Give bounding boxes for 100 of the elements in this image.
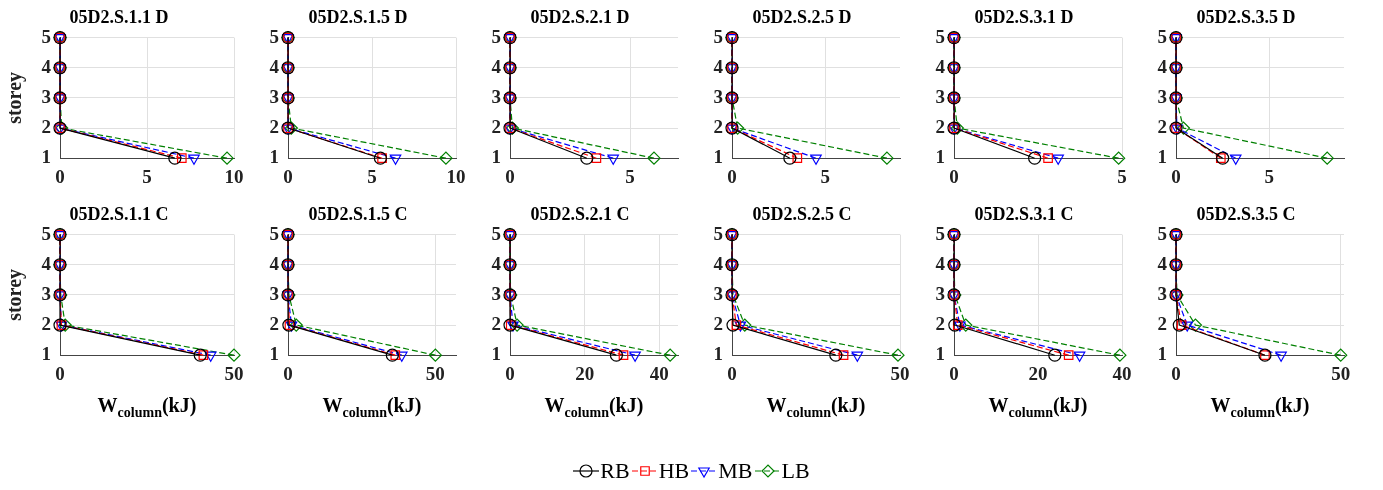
y-tick-label: 2 [713,115,723,137]
point [1334,348,1348,362]
y-tick-label: 3 [269,85,279,107]
y-tick-label: 4 [41,55,52,77]
y-tick-label: 3 [1157,282,1167,304]
y-tick-label: 5 [269,25,279,47]
chart-title: 05D2.S.1.1 C [69,204,169,225]
y-tick-label: 2 [713,312,723,334]
point [1063,350,1074,361]
y-tick-label: 3 [713,85,723,107]
chart-title: 05D2.S.3.1 D [974,7,1074,28]
x-axis-title: W$_{column}$(kJ) [1209,394,1311,421]
point [227,348,241,362]
y-tick-label: 2 [491,312,501,334]
point [663,348,677,362]
chart-title: 05D2.S.2.5 D [752,7,852,28]
x-tick-label: 5 [142,165,152,187]
point [428,348,442,362]
y-tick-label: 4 [491,55,502,77]
x-tick-label: 10 [446,165,466,187]
y-tick-label: 2 [935,115,945,137]
point [783,151,797,165]
point [609,348,623,362]
x-tick-label: 0 [1171,165,1181,187]
point [647,151,661,165]
y-tick-label: 1 [41,146,51,168]
y-tick-label: 1 [269,343,279,365]
y-tick-label: 1 [1157,343,1167,365]
y-tick-label: 5 [41,222,51,244]
y-tick-label: 4 [935,252,946,274]
y-tick-label: 3 [269,282,279,304]
point [188,154,200,165]
point [880,151,894,165]
point [838,350,849,361]
point [377,153,387,164]
x-tick-label: 0 [1171,362,1181,384]
point [851,351,864,362]
point [1275,351,1287,362]
y-tick-label: 1 [491,146,501,168]
y-tick-label: 4 [269,55,280,77]
point [734,321,747,332]
x-tick-label: 5 [367,165,377,187]
y-tick-label: 2 [1157,115,1167,137]
x-tick-label: 0 [505,362,515,384]
x-tick-label: 0 [727,362,737,384]
y-tick-label: 4 [491,252,502,274]
point [1048,348,1062,362]
point [1229,154,1242,165]
y-tick-label: 2 [491,115,501,137]
point [726,318,740,332]
point [731,121,745,135]
y-tick-label: 3 [41,85,51,107]
x-tick-label: 5 [1264,165,1275,187]
point [439,151,453,165]
y-tick-label: 3 [41,282,51,304]
point [220,151,234,165]
x-tick-label: 0 [283,362,293,384]
y-axis-title: storey [3,71,27,124]
point [1172,318,1186,332]
y-tick-label: 5 [935,25,945,47]
y-tick-label: 1 [1157,146,1167,168]
x-tick-label: 0 [283,165,293,187]
y-tick-label: 2 [1157,312,1167,334]
point [792,153,803,164]
point [289,318,303,332]
point [168,151,182,165]
point [58,318,72,332]
point [1176,121,1191,135]
x-tick-label: 20 [575,362,595,384]
x-axis-title: W$_{column}$(kJ) [321,394,423,421]
y-tick-label: 3 [935,282,945,304]
y-tick-label: 5 [1157,25,1167,47]
chart-title: 05D2.S.1.5 D [308,7,408,28]
point [810,154,822,165]
y-tick-label: 4 [713,252,724,274]
y-tick-label: 5 [1157,222,1167,244]
y-tick-label: 5 [713,25,723,47]
y-tick-label: 5 [713,222,723,244]
x-tick-label: 5 [625,165,635,187]
chart-title: 05D2.S.1.1 D [69,7,169,28]
chart-title: 05D2.S.3.5 C [1196,204,1296,225]
y-tick-label: 5 [935,222,945,244]
x-tick-label: 5 [820,165,831,187]
chart-title: 05D2.S.2.5 C [752,204,852,225]
y-tick-label: 4 [713,55,724,77]
x-tick-label: 0 [505,165,515,187]
x-tick-label: 10 [224,165,244,187]
x-tick-label: 0 [55,165,65,187]
point [1113,348,1127,362]
y-tick-label: 3 [491,282,501,304]
y-tick-label: 2 [41,115,51,137]
y-tick-label: 4 [1157,252,1168,274]
x-tick-label: 0 [949,165,959,187]
chart-title: 05D2.S.1.5 C [308,204,408,225]
y-axis-title: storey [3,268,27,321]
point [1176,320,1187,330]
x-tick-label: 0 [727,165,737,187]
chart-title: 05D2.S.3.5 D [1196,7,1296,28]
point [607,154,619,165]
point [1181,321,1193,332]
